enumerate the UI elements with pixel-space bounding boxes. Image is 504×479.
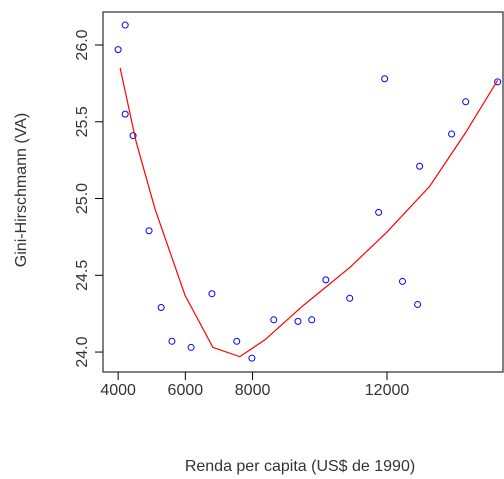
data-point xyxy=(233,337,241,345)
data-point xyxy=(494,78,502,86)
data-point xyxy=(375,208,383,216)
data-point xyxy=(462,98,470,106)
data-point xyxy=(168,337,176,345)
x-tick-label: 12000 xyxy=(365,382,410,399)
data-point xyxy=(114,46,122,54)
data-point xyxy=(145,227,153,235)
x-axis-label: Renda per capita (US$ de 1990) xyxy=(185,458,415,475)
data-point xyxy=(414,300,422,308)
y-axis-label: Gini-Hirschmann (VA) xyxy=(13,113,30,267)
data-point xyxy=(416,162,424,170)
data-point xyxy=(270,316,278,324)
data-point xyxy=(346,294,354,302)
data-point xyxy=(398,277,406,285)
fit-line xyxy=(119,67,499,358)
y-tick-label: 26.0 xyxy=(74,29,91,60)
data-point xyxy=(121,110,129,118)
y-tick-label: 25.5 xyxy=(74,106,91,137)
data-point xyxy=(322,276,330,284)
data-point xyxy=(448,130,456,138)
x-tick-label: 8000 xyxy=(235,382,271,399)
y-tick-label: 24.5 xyxy=(74,260,91,291)
data-point xyxy=(381,75,389,83)
data-point xyxy=(157,304,165,312)
data-point xyxy=(129,132,137,140)
x-tick-label: 4000 xyxy=(100,382,136,399)
data-point xyxy=(208,290,216,298)
plot-frame xyxy=(102,11,504,373)
y-tick-label: 24.0 xyxy=(74,336,91,367)
data-point xyxy=(248,354,256,362)
x-tick-label: 6000 xyxy=(168,382,204,399)
data-point xyxy=(187,343,195,351)
data-point xyxy=(294,317,302,325)
data-point xyxy=(308,316,316,324)
y-tick-label: 25.0 xyxy=(74,183,91,214)
data-point xyxy=(121,21,129,29)
